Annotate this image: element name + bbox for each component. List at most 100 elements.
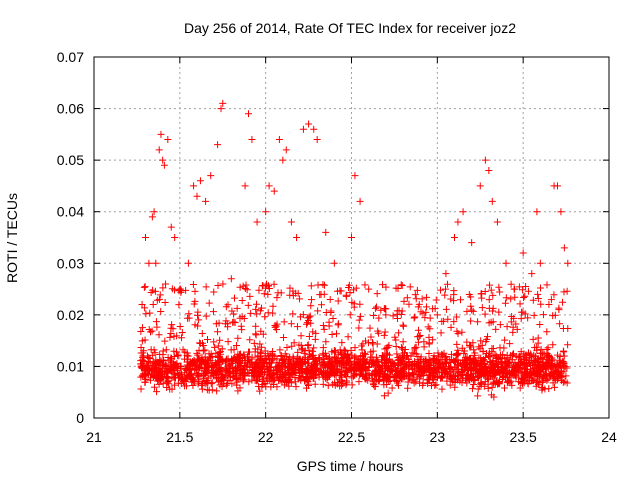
data-point [373,303,381,311]
data-point [505,370,513,378]
data-point [419,381,427,389]
data-point [142,234,149,241]
data-point [270,380,278,388]
data-point [184,352,192,360]
data-point [489,307,497,315]
data-point [251,345,259,353]
data-point [334,297,342,305]
data-point [423,293,431,301]
data-point [163,379,171,387]
data-point [253,310,261,318]
data-point [338,382,346,390]
data-point [560,244,568,252]
data-point [404,384,412,392]
data-point [436,359,444,367]
data-point [168,321,176,329]
data-point [399,338,407,346]
data-point [319,344,327,352]
data-point [467,343,475,351]
data-point [214,281,222,289]
data-point [194,351,202,359]
data-point [155,295,163,303]
data-point [256,356,264,364]
data-point [325,322,333,330]
data-point [485,296,493,304]
data-point [446,381,454,389]
data-point [307,302,315,310]
data-point [422,303,430,311]
data-point [143,352,151,360]
data-point [324,382,332,390]
data-point [445,364,453,372]
data-point [466,355,474,363]
data-point [328,348,336,356]
data-point [498,369,506,377]
data-point [373,290,381,298]
data-point [549,341,557,349]
data-point [330,365,338,373]
data-point [202,283,210,291]
data-point [160,161,168,169]
data-point [293,323,301,331]
data-point [268,372,276,380]
data-point [331,354,339,362]
data-point [234,350,242,358]
data-point [346,311,354,319]
data-point [538,378,546,386]
data-point [261,347,269,355]
data-point [410,375,418,383]
data-point [382,311,390,319]
data-point [355,378,363,386]
data-point [447,295,455,303]
data-point [261,313,269,321]
data-point [243,286,251,294]
data-point [523,371,531,379]
data-point [200,370,208,378]
data-point [415,332,423,340]
data-point [411,313,419,321]
data-point [322,338,330,346]
data-point [393,367,401,375]
data-point [536,259,544,267]
data-point [159,347,167,355]
data-point [540,374,548,382]
data-point [426,314,434,322]
data-point [351,363,359,371]
data-point [441,285,449,293]
data-point [540,350,548,358]
data-point [224,377,232,385]
data-point [360,372,368,380]
data-point [398,282,406,290]
data-point [167,223,175,231]
data-point [415,326,423,334]
data-point [383,381,391,389]
data-point [516,384,524,392]
data-point [510,314,518,322]
data-point [303,359,311,367]
data-point [450,372,458,380]
data-point [146,376,154,384]
data-point [459,208,467,216]
data-point [198,329,206,337]
data-point [481,287,489,295]
data-point [522,282,530,290]
data-point [248,353,256,361]
data-point [524,287,532,295]
data-point [359,372,367,380]
data-point [207,350,215,358]
data-point [208,359,216,367]
data-point [364,339,372,347]
data-point [463,307,471,315]
data-point [504,378,512,386]
data-point [140,370,148,378]
data-point [161,337,169,345]
data-point [382,357,390,365]
data-point [155,146,163,154]
data-point [190,182,198,190]
data-point [327,361,335,369]
data-point [366,324,374,332]
data-point [537,349,545,357]
data-point [489,318,497,326]
data-point [530,369,538,377]
data-point [330,259,338,267]
